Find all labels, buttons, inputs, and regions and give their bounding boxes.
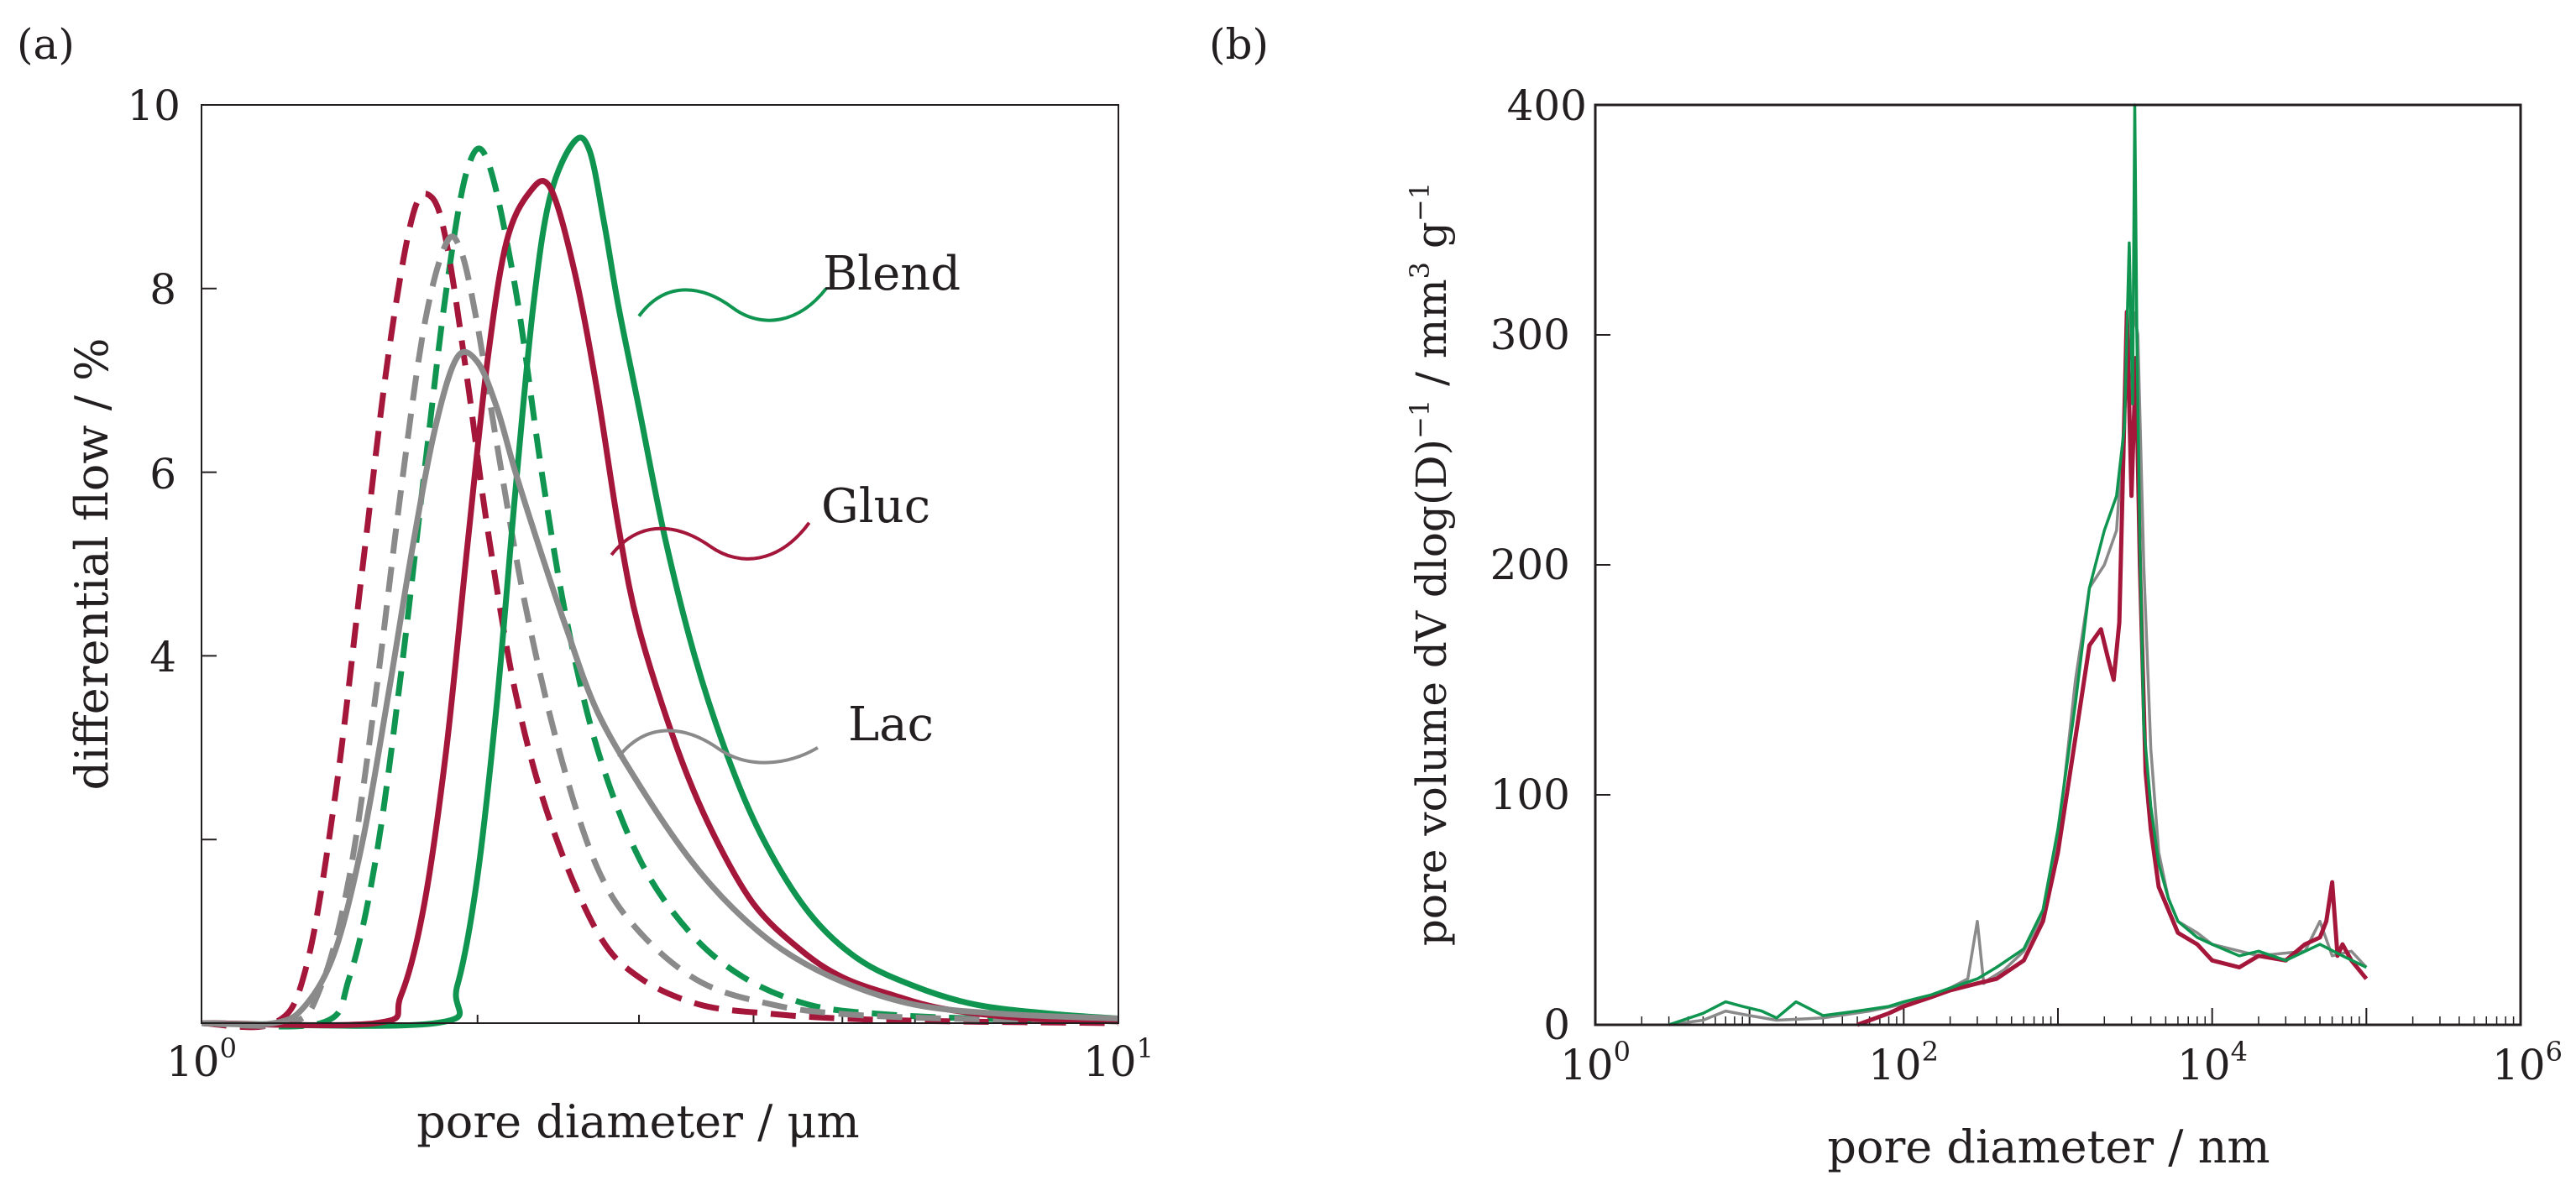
a-series-blend xyxy=(201,134,1119,1029)
a-xtick-label-1: 100 xyxy=(166,1032,237,1086)
a-ytick-label-10: 10 xyxy=(127,81,181,130)
a-y-axis-label: differential flow / % xyxy=(65,338,118,791)
b-ytick-label-400: 400 xyxy=(1507,81,1587,130)
b-ytick-label-300: 300 xyxy=(1490,311,1570,359)
a-legend-label-gluc: Gluc xyxy=(821,479,930,534)
a-xtick-label-10: 101 xyxy=(1083,1032,1154,1086)
a-callout-blend xyxy=(637,287,828,322)
a-callout-gluc xyxy=(610,521,811,561)
b-ytick-label-0: 0 xyxy=(1543,1000,1570,1049)
b-xtick-label-10000: 104 xyxy=(2177,1036,2248,1089)
a-legend-label-lac: Lac xyxy=(848,697,934,752)
a-series-blend-dashed xyxy=(201,145,1119,1030)
panel-b-plot-area xyxy=(1594,103,2515,1027)
b-series-blend xyxy=(1668,103,2368,1026)
b-xtick-label-100: 102 xyxy=(1868,1036,1939,1089)
b-y-axis-label: pore volume dV dlog(D)−1 / mm3 g−1 xyxy=(1404,182,1456,946)
a-ytick-label-4: 4 xyxy=(149,633,176,682)
panel-a-label: (a) xyxy=(17,20,75,69)
panel-a: (a) 4 6 8 10 100 101 pore diameter / μm … xyxy=(17,20,1154,1148)
b-xtick-label-1: 100 xyxy=(1560,1036,1631,1089)
b-ytick-label-100: 100 xyxy=(1490,770,1570,819)
b-xtick-label-1000000: 106 xyxy=(2492,1036,2563,1089)
a-series-lac-dashed xyxy=(201,233,1119,1029)
b-series-gluc xyxy=(1856,310,2369,1027)
a-legend-label-blend: Blend xyxy=(823,247,961,301)
panel-b-label: (b) xyxy=(1209,20,1269,69)
a-callout-lac xyxy=(617,729,819,765)
a-series-lac xyxy=(201,348,1119,1028)
b-x-axis-label: pore diameter / nm xyxy=(1827,1120,2270,1173)
panel-b-frame xyxy=(1594,103,2522,1026)
panel-a-plot-area xyxy=(201,104,1119,1031)
panel-a-frame xyxy=(201,104,1119,1024)
a-ytick-label-8: 8 xyxy=(149,265,176,314)
b-series-lac xyxy=(1668,310,2368,1026)
a-x-axis-label: pore diameter / μm xyxy=(416,1095,860,1148)
a-ytick-label-6: 6 xyxy=(149,450,176,499)
b-ytick-label-200: 200 xyxy=(1490,541,1570,589)
a-series-gluc xyxy=(201,178,1119,1028)
panel-b: (b) 0 100 200 300 400 100 102 104 106 po… xyxy=(1209,20,2563,1173)
a-series-gluc-dashed xyxy=(201,191,1119,1031)
